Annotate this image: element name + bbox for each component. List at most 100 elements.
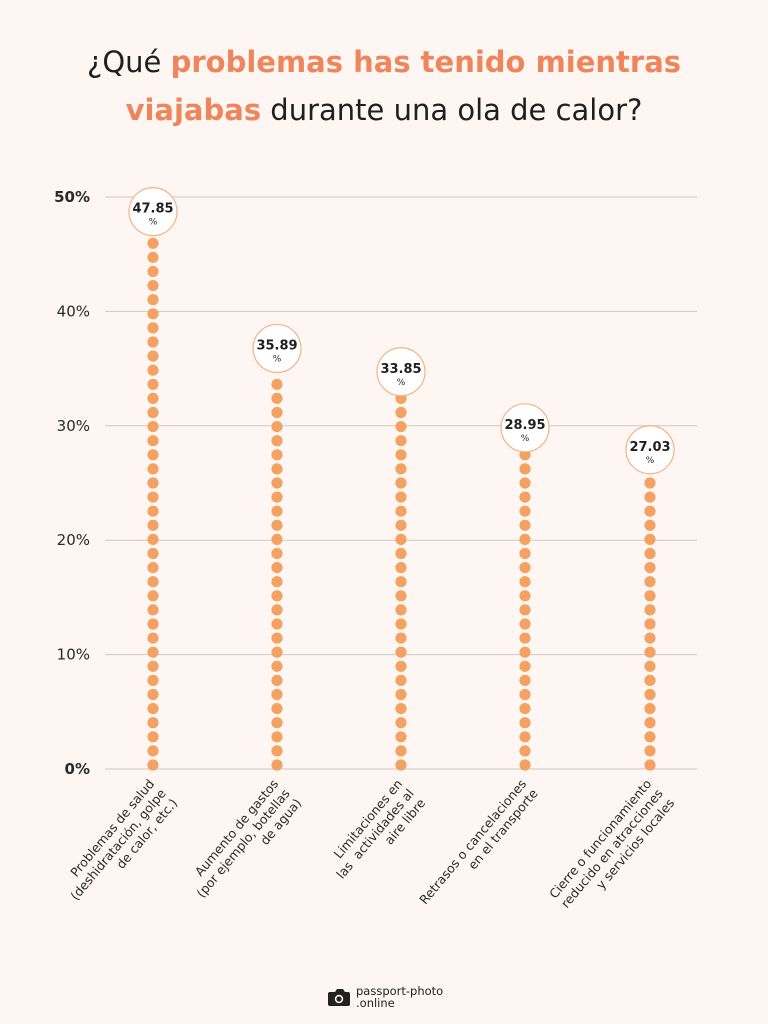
bar-dot: [147, 336, 159, 348]
bar-dot: [644, 505, 656, 517]
bar-dot: [271, 674, 283, 687]
y-tick-label: 0%: [65, 760, 90, 778]
x-tick-label-line: (por ejemplo, botellas: [193, 786, 292, 901]
bar-dot: [271, 562, 283, 574]
bar-dot: [395, 406, 407, 419]
bar-dot: [644, 533, 656, 546]
y-tick-label: 40%: [57, 302, 90, 320]
bar-dot: [271, 477, 283, 489]
bar-dot: [147, 646, 159, 658]
value-bubble: [128, 186, 178, 237]
bar-dot: [271, 406, 283, 419]
bar-dot: [147, 265, 159, 278]
bar-dot: [147, 618, 159, 630]
bar-dot: [519, 717, 531, 729]
bar-dot: [147, 632, 159, 644]
bar-dot: [644, 717, 656, 729]
bar-dot: [519, 688, 531, 701]
value-bubble: [625, 425, 675, 475]
bar-dot: [271, 745, 283, 757]
data-label-unit: %: [397, 378, 406, 388]
bar-dot: [519, 463, 531, 475]
value-bubble: [376, 347, 426, 397]
bar-dot: [644, 618, 656, 630]
title-highlight1: problemas has tenido mientras: [170, 45, 682, 79]
bar-dot: [519, 519, 531, 531]
x-tick-label-line: (deshidratación, golpe: [67, 786, 169, 903]
bar-dot: [271, 378, 283, 390]
bar-dot: [271, 392, 283, 404]
bar-dot: [395, 632, 407, 644]
bar-dot: [644, 547, 656, 560]
bar-dot: [395, 562, 407, 574]
bar-dot: [147, 392, 159, 404]
bar-dot: [395, 547, 407, 560]
bar-dot: [147, 378, 159, 390]
bar-dot: [147, 491, 159, 503]
bar-dot: [147, 562, 159, 574]
y-tick-label: 30%: [57, 417, 90, 435]
bar-dot: [395, 618, 407, 630]
bar-dot: [147, 703, 159, 715]
bar: [271, 378, 283, 771]
bar-dot: [147, 731, 159, 743]
bar-dot: [395, 731, 407, 743]
bar-dot: [271, 463, 283, 475]
bar-dot: [271, 703, 283, 715]
data-label-unit: %: [273, 354, 282, 364]
bar-dot: [147, 237, 159, 249]
bar-dot: [519, 674, 531, 687]
bar-dot: [644, 604, 656, 616]
bar-dot: [395, 449, 407, 461]
bar-dot: [271, 491, 283, 503]
bar-dot: [395, 477, 407, 489]
bar-dot: [644, 703, 656, 715]
bar-dot: [147, 505, 159, 517]
camera-icon: [328, 989, 350, 1006]
bar-dot: [644, 632, 656, 644]
bar-dot: [147, 674, 159, 687]
bar-dot: [271, 759, 283, 771]
y-tick-label: 50%: [54, 188, 90, 206]
data-label: 27.03: [629, 440, 670, 455]
bar-dot: [395, 519, 407, 531]
value-bubble: [500, 403, 550, 453]
bar-dot: [147, 406, 159, 419]
bar-dot: [147, 350, 159, 362]
title-highlight2: viajabas: [125, 93, 262, 127]
data-label: 28.95: [504, 418, 545, 433]
bar: [395, 392, 407, 771]
bar-dot: [395, 745, 407, 757]
bar-dot: [271, 519, 283, 531]
bar-dot: [147, 364, 159, 376]
bar-dot: [519, 604, 531, 616]
bar-dot: [519, 562, 531, 574]
data-label-unit: %: [149, 218, 158, 228]
data-label-unit: %: [521, 434, 530, 444]
bar-dot: [147, 308, 159, 320]
bar-dot: [519, 477, 531, 489]
bar-dot: [395, 435, 407, 447]
bar-dot: [395, 463, 407, 475]
data-label: 35.89: [256, 338, 297, 353]
bar-dot: [644, 674, 656, 687]
bar-dot: [395, 590, 407, 602]
bar-dot: [395, 759, 407, 771]
bar-dot: [147, 759, 159, 771]
bar-dot: [644, 688, 656, 701]
bar-dot: [271, 547, 283, 560]
bar: [147, 237, 159, 771]
bar-dot: [147, 463, 159, 475]
bar-dot: [519, 632, 531, 644]
x-tick-label-line: reducido en atracciones: [558, 786, 666, 911]
title-part2: durante una ola de calor?: [261, 93, 643, 127]
bar-dot: [395, 604, 407, 616]
bar-dot: [147, 576, 159, 588]
bar-dot: [644, 576, 656, 588]
bar-dot: [519, 759, 531, 771]
x-tick-label: Aumento de gastos(por ejemplo, botellasd…: [182, 776, 304, 910]
x-tick-label: Limitaciones enlas actividades alaire li…: [322, 776, 429, 891]
bar: [644, 477, 656, 771]
data-label: 33.85: [380, 362, 421, 377]
bar-dot: [395, 533, 407, 546]
